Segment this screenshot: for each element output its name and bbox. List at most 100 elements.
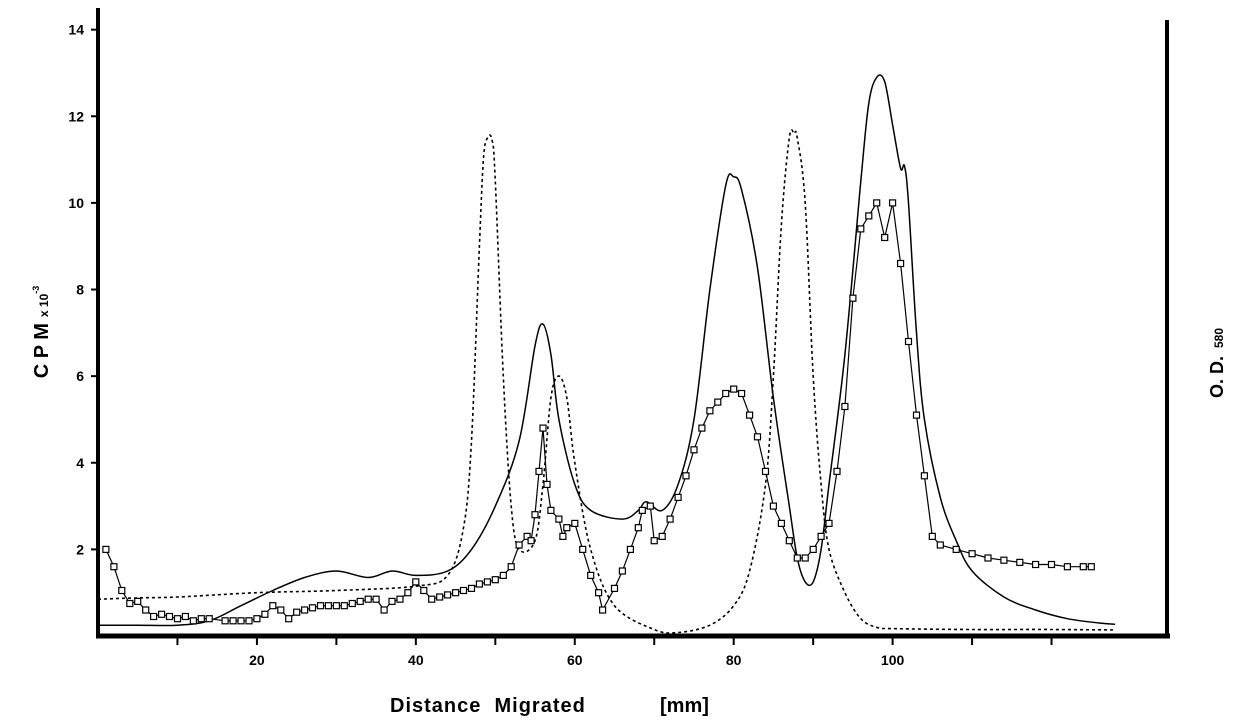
data-point-square [285,615,293,623]
y-axis-title: C P M x 10-3 [31,286,53,379]
data-point-square [523,532,531,541]
data-point-square [356,597,364,606]
data-point-square [380,606,388,614]
data-point-square [142,606,150,614]
data-point-square [722,389,730,398]
data-point-square [634,524,642,532]
data-point-square [920,472,929,480]
data-point-square [348,599,356,608]
data-point-square [650,537,658,545]
y-axis-exponent: -3 [31,286,41,294]
data-point-square [491,576,499,584]
y-tick-label: 6 [76,368,84,384]
data-point-square [594,589,603,597]
data-point-square [261,610,269,618]
y-axis-label: C P M [31,323,53,378]
data-point-square [984,554,992,562]
x-axis-unit: [mm] [660,695,709,717]
data-point-square [134,597,142,606]
data-point-square [499,571,507,580]
data-point-square [857,225,865,233]
y-tick-label: 2 [76,541,84,557]
data-point-square [197,615,205,623]
series-solid-line [97,74,1116,627]
data-point-square [412,578,420,586]
data-point-square [769,502,778,510]
data-point-square [531,511,539,519]
data-point-square [793,554,801,562]
data-point-square [150,612,158,621]
data-point-square [388,597,396,606]
data-point-square [904,337,913,346]
data-point-square [730,385,738,393]
data-point-square [682,472,690,480]
x-tick-label: 80 [726,652,742,668]
data-point-square [245,617,253,625]
data-point-square [547,506,555,514]
y-tick-label: 10 [68,195,84,211]
x-tick-label: 40 [408,652,424,668]
data-point-square [928,532,936,541]
data-point-square [158,610,166,618]
data-point-square [332,602,340,610]
data-point-square [666,515,674,523]
data-point-square [646,502,654,510]
data-point-square [221,617,229,625]
data-point-square [809,545,817,554]
data-point-square [952,545,960,554]
data-point-square [110,563,118,571]
y-tick-label: 8 [76,282,84,298]
data-point-square [873,199,881,207]
data-point-square [626,545,635,554]
y-axis-unit: x 10 [37,293,51,317]
data-point-square [173,615,182,623]
data-point-square [459,586,468,595]
data-point-square [825,519,833,528]
x-axis-title: Distance Migrated [390,695,586,717]
data-point-square [396,595,404,603]
data-point-square [404,589,412,597]
data-point-square [849,294,857,302]
data-point-square [563,524,571,532]
data-point-square [745,411,754,419]
data-point-square [1063,563,1072,571]
data-point-square [555,515,563,523]
data-point-square [737,389,746,398]
data-point-square [888,199,897,207]
data-point-square [420,586,428,595]
data-point-square [912,411,921,419]
data-point-square [340,602,348,610]
data-point-square [293,608,301,616]
data-point-square [364,595,372,603]
data-point-square [301,606,309,614]
x-tick-label: 100 [881,652,905,668]
data-point-square [205,615,213,623]
data-point-square [507,563,515,571]
data-point-square [598,606,607,614]
data-point-square [559,532,567,541]
right-axis-title: O. D. 580 [1207,328,1227,398]
right-axis-subscript: 580 [1212,328,1226,348]
data-point-square [181,612,189,621]
series-dashed-line [97,129,1116,634]
data-point-square [1016,558,1024,567]
data-point-square [269,602,277,610]
data-point-square [165,612,174,621]
data-point-square [102,545,110,554]
data-point-square [1000,556,1008,564]
data-point-square [253,615,261,623]
data-point-square [452,589,460,597]
data-point-square [189,617,197,625]
data-point-square [237,617,245,625]
data-point-square [936,541,944,549]
data-point-square [543,480,551,488]
axes [96,8,1170,639]
data-point-square [579,545,587,554]
data-point-square [674,493,682,501]
data-point-square [1079,563,1087,571]
data-point-square [428,595,436,603]
data-point-square [638,506,646,514]
data-point-square [1087,563,1095,571]
data-point-square [706,407,714,415]
